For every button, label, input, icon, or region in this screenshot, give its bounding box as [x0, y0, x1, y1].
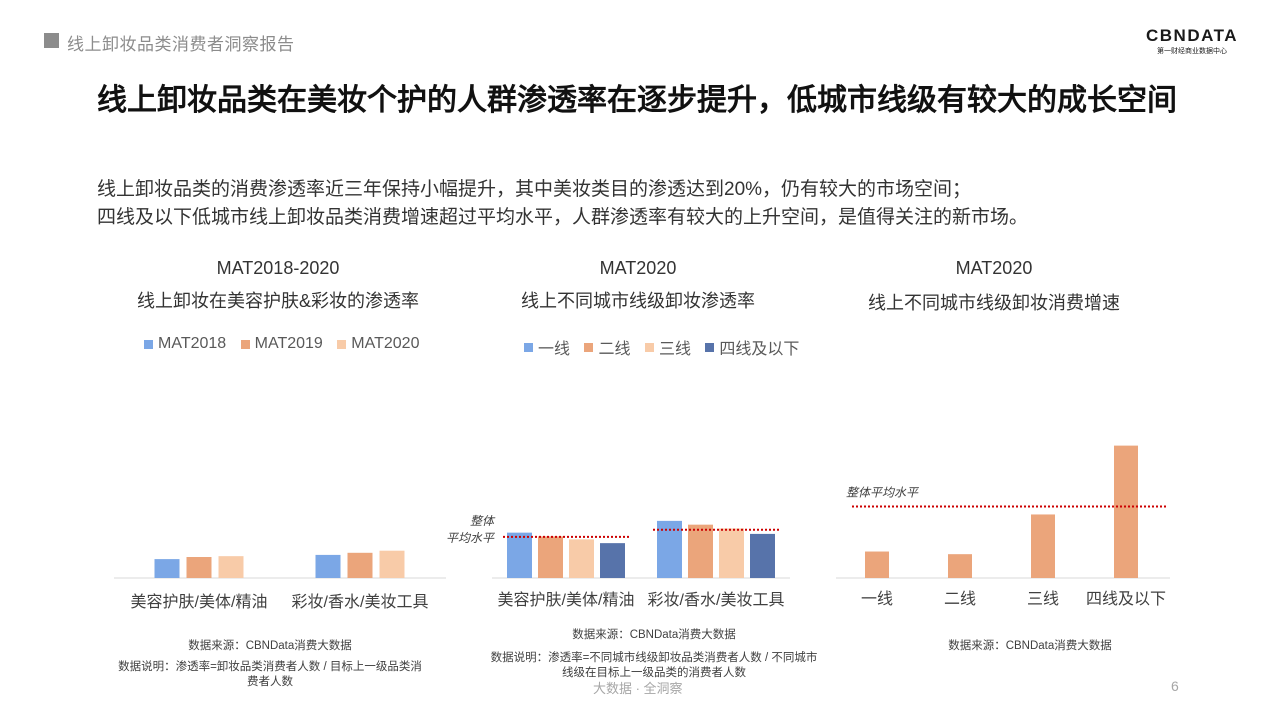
x-tick-label: 美容护肤/美体/精油 [131, 593, 268, 611]
legend-label: 三线 [658, 341, 691, 358]
chart2-note: 数据说明：渗透率=不同城市线级卸妆品类消费者人数 / 不同城市线级在目标上一级品… [490, 652, 818, 679]
avg-label-line1: 整体 [470, 514, 496, 528]
footer-tagline: 大数据 · 全洞察 [593, 681, 683, 696]
bar [218, 556, 244, 578]
chart1-legend: MAT2018 MAT2019 MAT2020 [144, 335, 429, 354]
bar [750, 533, 775, 578]
chart1-source: 数据来源：CBNData消费大数据 [188, 640, 352, 652]
bar [1114, 445, 1138, 578]
legend-label: MAT2018 [158, 335, 227, 352]
chart2-legend: 一线 二线 三线 四线及以下 [524, 335, 809, 359]
legend-swatch [144, 339, 153, 349]
legend-swatch [644, 342, 654, 352]
legend-item: MAT2020 [337, 335, 419, 353]
intro-text: 线上卸妆品类的消费渗透率近三年保持小幅提升，其中美妆类目的渗透达到20%，仍有较… [97, 176, 1197, 232]
x-tick-label: 彩妆/香水/美妆工具 [648, 591, 785, 609]
bar [865, 551, 889, 578]
legend-label: 一线 [538, 341, 571, 358]
legend-swatch [584, 342, 594, 352]
bar [600, 543, 625, 578]
bar [379, 550, 405, 578]
legend-item: MAT2019 [240, 335, 323, 353]
chart1-title-line2: 线上卸妆在美容护肤&彩妆的渗透率 [136, 291, 419, 311]
x-tick-label: 美容护肤/美体/精油 [498, 591, 635, 609]
x-tick-label: 一线 [861, 590, 893, 608]
logo-name: CBNDATA [1145, 26, 1239, 45]
chart2-plot: 美容护肤/美体/精油 彩妆/香水/美妆工具 整体平均水平 [446, 514, 790, 609]
chart1-title-line1: MAT2018-2020 [216, 258, 340, 278]
legend-swatch [240, 339, 250, 349]
intro-line-2: 四线及以下低城市线上卸妆品类消费增速超过平均水平，人群渗透率有较大的上升空间，是… [97, 207, 1029, 228]
page-number: 6 [1171, 678, 1179, 694]
header-square-icon [44, 33, 59, 48]
legend-item: 一线 [524, 335, 570, 359]
logo-subtitle: 第一财经商业数据中心 [1157, 48, 1227, 55]
legend-swatch [705, 342, 715, 352]
bar [186, 557, 212, 578]
legend-swatch [524, 342, 533, 352]
x-tick-label: 二线 [944, 590, 976, 608]
avg-label-line2: 平均水平 [446, 531, 496, 545]
avg-label: 整体平均水平 [846, 486, 920, 500]
legend-swatch [337, 339, 347, 349]
report-title: 线上卸妆品类消费者洞察报告 [67, 35, 295, 54]
bar [948, 554, 972, 578]
chart3-title: MAT2020 线上不同城市线级卸妆消费增速 [834, 258, 1154, 315]
cbndata-logo: CBNDATA 第一财经商业数据中心 [1144, 26, 1240, 56]
chart2-title-line2: 线上不同城市线级卸妆渗透率 [521, 291, 755, 311]
chart1-title: MAT2018-2020 线上卸妆在美容护肤&彩妆的渗透率 [118, 258, 438, 313]
legend-label: MAT2019 [254, 335, 323, 352]
legend-item: 三线 [644, 335, 691, 359]
chart2-title: MAT2020 线上不同城市线级卸妆渗透率 [478, 258, 798, 313]
intro-line-1: 线上卸妆品类的消费渗透率近三年保持小幅提升，其中美妆类目的渗透达到20%，仍有较… [97, 179, 972, 200]
legend-item: MAT2018 [144, 335, 226, 353]
bar [1031, 514, 1055, 578]
chart3-plot: 一线 二线 三线 四线及以下 整体平均水平 [836, 445, 1170, 608]
x-tick-label: 彩妆/香水/美妆工具 [292, 593, 429, 611]
chart2-title-line1: MAT2020 [599, 258, 677, 278]
chart3-source: 数据来源：CBNData消费大数据 [948, 640, 1112, 652]
chart1-note: 数据说明：渗透率=卸妆品类消费者人数 / 目标上一级品类消费者人数 [118, 661, 422, 688]
legend-label: 四线及以下 [719, 341, 800, 358]
legend-item: 四线及以下 [705, 335, 799, 359]
bar [688, 524, 713, 578]
chart1-plot: 美容护肤/美体/精油 彩妆/香水/美妆工具 [114, 550, 446, 611]
chart3-title-line2: 线上不同城市线级卸妆消费增速 [868, 293, 1120, 313]
chart3-title-line1: MAT2020 [955, 258, 1033, 278]
bar [719, 528, 744, 578]
page-headline: 线上卸妆品类在美妆个护的人群渗透率在逐步提升，低城市线级有较大的成长空间 [97, 84, 1177, 117]
bar [154, 559, 180, 578]
legend-label: 二线 [598, 341, 631, 358]
x-tick-label: 四线及以下 [1086, 590, 1166, 608]
bar [507, 532, 532, 578]
legend-item: 二线 [584, 335, 630, 359]
bar [315, 554, 341, 578]
chart2-source: 数据来源：CBNData消费大数据 [572, 629, 736, 641]
bar [347, 552, 373, 578]
bar [538, 536, 563, 578]
legend-label: MAT2020 [351, 335, 420, 352]
x-tick-label: 三线 [1027, 590, 1059, 608]
bar [569, 539, 594, 578]
